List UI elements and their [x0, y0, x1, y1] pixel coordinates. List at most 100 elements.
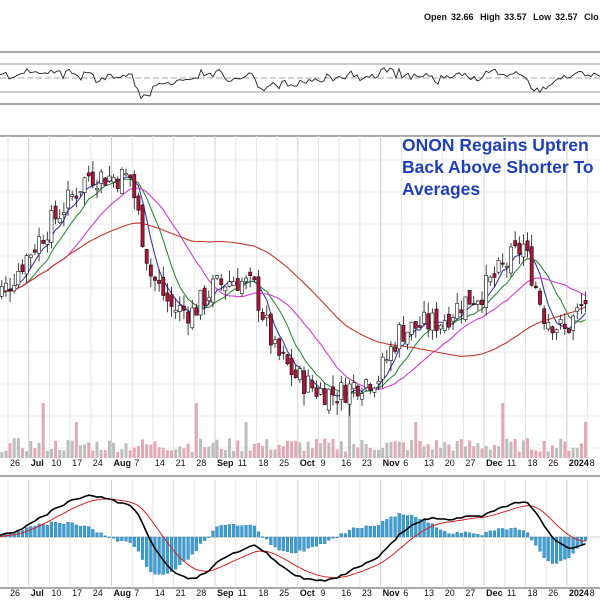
volume-bar [99, 449, 103, 458]
annotation-line-1: ONON Regains Uptren [402, 135, 589, 155]
x-tick-label-main: 14 [155, 458, 165, 468]
x-tick-label-macd: Jul [31, 588, 44, 598]
volume-bar [550, 445, 554, 458]
volume-bar [66, 440, 70, 458]
volume-bar [434, 440, 438, 458]
candle-up [240, 281, 244, 294]
volume-bar [381, 447, 385, 458]
chart-annotation: ONON Regains Uptren Back Above Shorter T… [402, 134, 600, 200]
x-tick-label-main: 28 [196, 458, 206, 468]
volume-bar [174, 449, 178, 458]
candle-up [372, 387, 377, 393]
candle-down [310, 380, 315, 389]
candle-down [53, 205, 58, 220]
volume-bar [310, 448, 314, 458]
volume-bar [203, 447, 207, 458]
candle-down [136, 195, 141, 211]
volume-bar [298, 442, 302, 458]
open-label: Open [424, 12, 448, 22]
x-tick-label-macd: 20 [445, 588, 455, 598]
volume-bar [426, 444, 430, 458]
macd-histogram-bar [559, 536, 563, 561]
macd-histogram-bar [530, 536, 534, 541]
candle-down [86, 172, 91, 177]
x-tick-label-macd: 7 [134, 588, 139, 598]
candle-down [447, 313, 451, 328]
volume-bar [335, 449, 339, 458]
x-tick-label-main: 8 [590, 458, 595, 468]
macd-histogram-bar [534, 536, 538, 546]
macd-histogram-bar [103, 535, 107, 538]
volume-bar [385, 443, 389, 458]
candle-up [306, 375, 311, 393]
candle-down [459, 309, 464, 314]
volume-bar [4, 450, 8, 458]
candle-down [293, 369, 298, 379]
macd-histogram-bar [128, 536, 132, 543]
volume-bar [248, 450, 252, 458]
x-tick-label-main: 7 [134, 458, 139, 468]
candle-up [571, 315, 576, 331]
macd-histogram-bar [505, 529, 509, 538]
macd-histogram-bar [426, 522, 430, 538]
volume-bar [414, 422, 418, 458]
x-tick-label-macd: 26 [10, 588, 20, 598]
x-tick-label-macd: Aug [114, 588, 132, 598]
candle-up [384, 359, 389, 362]
candle-up [351, 382, 356, 390]
candle-down [285, 354, 290, 365]
macd-histogram-bar [310, 536, 314, 547]
candle-up [190, 307, 195, 329]
volume-bar [302, 450, 306, 458]
macd-histogram-bar [236, 525, 240, 538]
volume-bar [178, 446, 182, 458]
candle-down [302, 370, 306, 394]
candle-down [20, 264, 25, 273]
candle-up [45, 239, 50, 245]
x-tick-label-main: 26 [10, 458, 20, 468]
candle-up [57, 217, 62, 223]
volume-bar [244, 422, 248, 458]
x-tick-label-macd: 6 [403, 588, 408, 598]
candle-down [413, 321, 418, 329]
macd-histogram-bar [381, 520, 385, 538]
macd-histogram-bar [546, 536, 550, 562]
candle-down [115, 178, 120, 189]
macd-histogram-bar [542, 536, 546, 558]
candle-up [264, 314, 269, 319]
candle-up [78, 191, 83, 194]
macd-histogram-bar [198, 536, 203, 544]
volume-bar [103, 450, 107, 458]
candle-down [128, 174, 133, 178]
volume-bar [323, 438, 327, 458]
macd-histogram-bar [393, 516, 397, 538]
macd-histogram-bar [161, 536, 165, 575]
macd-histogram-bar [294, 536, 298, 554]
candle-up [206, 297, 211, 301]
volume-bar [78, 445, 82, 458]
volume-bar [211, 442, 215, 458]
candle-down [583, 299, 588, 305]
candle-down [41, 240, 46, 244]
candle-up [244, 277, 248, 282]
macd-histogram-bar [165, 536, 169, 574]
volume-bar [49, 449, 53, 458]
candle-up [575, 307, 580, 312]
candle-down [355, 385, 360, 397]
macd-histogram-bar [368, 526, 372, 538]
volume-bar [223, 449, 227, 458]
ohlc-header: Open 32.66 High 33.57 Low 32.57 Clo [424, 12, 600, 22]
volume-bar [294, 440, 298, 458]
macd-histogram-bar [455, 532, 459, 538]
macd-histogram-bar [186, 536, 190, 560]
volume-bar [0, 451, 4, 458]
macd-histogram-bar [182, 536, 186, 562]
volume-bar [136, 445, 140, 458]
candle-down [202, 287, 207, 307]
candle-down [331, 386, 335, 396]
volume-bar [12, 438, 16, 458]
macd-histogram-bar [140, 536, 145, 560]
candle-up [484, 275, 489, 308]
annotation-line-3: Averages [402, 179, 481, 199]
open-value: 32.66 [451, 12, 474, 22]
